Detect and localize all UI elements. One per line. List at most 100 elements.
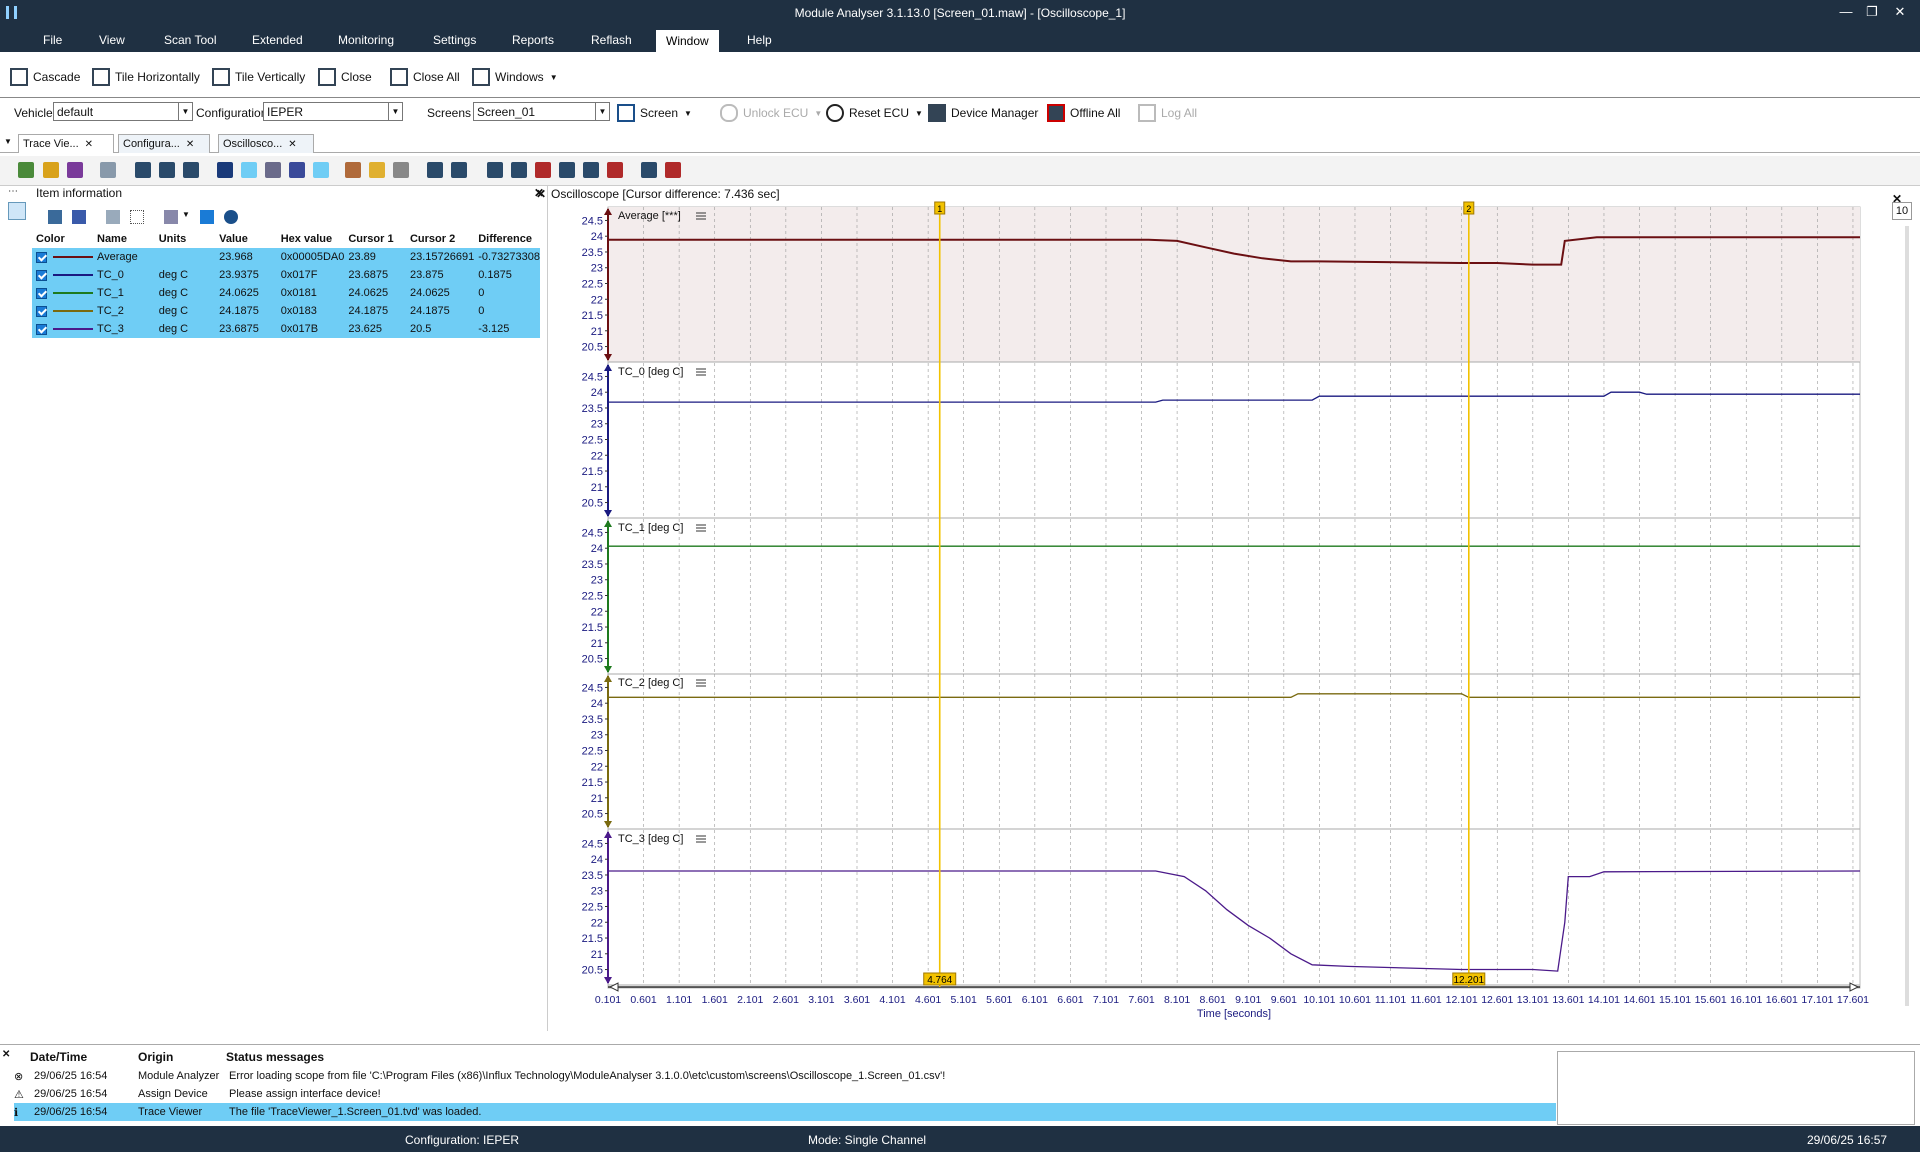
menu-file[interactable]: File [43,33,63,47]
series-line[interactable] [608,693,1860,698]
status-row[interactable]: ⚠ 29/06/25 16:54 Assign Device Please assig… [14,1085,1556,1103]
menu-reflash[interactable]: Reflash [591,33,632,47]
tab-oscilloscope[interactable]: Oscillosco... ✕ [218,134,314,153]
print-icon[interactable] [100,162,116,178]
select-all-icon[interactable] [106,210,120,224]
menu-settings[interactable]: Settings [433,33,477,47]
edit-icon[interactable] [48,210,62,224]
zoom-horizontal-icon[interactable] [487,162,503,178]
stop-icon[interactable] [393,162,409,178]
close-tab-icon[interactable]: ✕ [84,139,94,150]
color-icon[interactable] [164,210,178,224]
chart-icon[interactable] [135,162,151,178]
table-row[interactable]: TC_2 deg C 24.1875 0x0183 24.1875 24.1875 0 [32,302,540,320]
windows-button[interactable]: Windows ▼ [472,66,558,88]
status-row[interactable]: ℹ 29/06/25 16:54 Trace Viewer The file 'Tra… [14,1103,1556,1121]
close-button[interactable]: Close [318,66,372,88]
cascade-button[interactable]: Cascade [10,66,80,88]
x-axis-right-arrow-icon[interactable] [1849,982,1860,992]
menu-view[interactable]: View [99,33,125,47]
row-checkbox[interactable] [36,323,47,335]
zoom-in-icon[interactable] [511,162,527,178]
measure-icon[interactable] [313,162,329,178]
offline-all-button[interactable]: Offline All [1047,102,1120,124]
close-tab-icon[interactable]: ✕ [288,139,297,150]
series-settings-icon[interactable] [696,835,706,843]
screen-button[interactable]: Screen ▼ [617,102,692,124]
tab-menu-icon[interactable]: ▼ [4,137,12,146]
zoom-vertical-icon[interactable] [559,162,575,178]
close-all-button[interactable]: Close All [390,66,460,88]
series-line[interactable] [608,236,1860,266]
row-checkbox[interactable] [36,287,47,299]
status-row[interactable]: ⊗ 29/06/25 16:54 Module Analyzer Error load… [14,1067,1556,1085]
series-settings-icon[interactable] [696,368,706,376]
zoom-out-icon[interactable] [535,162,551,178]
reset-ecu-button[interactable]: Reset ECU ▼ [826,102,923,124]
dropdown-arrow-icon[interactable]: ▼ [182,210,190,219]
zoom-reset-icon[interactable] [607,162,623,178]
move-icon[interactable] [345,162,361,178]
x-axis-left-arrow-icon[interactable] [608,982,619,992]
table-row[interactable]: TC_3 deg C 23.6875 0x017B 23.625 20.5 -3.125 [32,320,540,338]
layers-icon[interactable] [72,210,86,224]
tile-horizontally-button[interactable]: Tile Horizontally [92,66,200,88]
open-folder-icon[interactable] [43,162,59,178]
vehicle-select[interactable]: default ▼ [53,102,193,121]
series-settings-icon[interactable] [696,679,706,687]
vertical-scrollbar[interactable] [1905,226,1909,1006]
menu-reports[interactable]: Reports [512,33,555,47]
info-icon[interactable] [224,210,238,224]
log-all-button[interactable]: Log All [1138,102,1197,124]
row-checkbox[interactable] [36,305,47,317]
table-row[interactable]: Average 23.968 0x00005DA0 23.89 23.15726691-… [32,248,540,266]
cursor-remove-icon[interactable] [665,162,681,178]
restore-icon[interactable]: ❐ [1866,4,1878,19]
close-pane-icon[interactable]: ✕ [534,186,545,200]
cursor-handle[interactable] [934,201,946,215]
cursor-handle[interactable] [1463,201,1475,215]
find-icon[interactable] [200,210,214,224]
menu-extended[interactable]: Extended [252,33,303,47]
unlock-ecu-button[interactable]: Unlock ECU ▼ [720,102,822,124]
scope-mode-icon[interactable] [241,162,257,178]
tab-trace-viewer[interactable]: Trace Vie... ✕ [18,134,114,153]
tile-vertically-button[interactable]: Tile Vertically [212,66,305,88]
fit-icon[interactable] [427,162,443,178]
menu-help[interactable]: Help [747,33,772,47]
zoom-area-icon[interactable] [583,162,599,178]
series-settings-icon[interactable] [696,524,706,532]
zoom-level-field[interactable]: 10 [1892,202,1912,220]
settings-icon[interactable] [18,162,34,178]
chart-zoom-icon[interactable] [159,162,175,178]
zoom-fit-icon[interactable] [451,162,467,178]
close-scope-icon[interactable]: ✕ [536,187,547,201]
menu-monitoring[interactable]: Monitoring [338,33,395,47]
series-line[interactable] [608,870,1861,972]
grid-icon[interactable] [369,162,385,178]
device-manager-button[interactable]: Device Manager [928,102,1038,124]
screens-select[interactable]: Screen_01 ▼ [473,102,610,121]
menu-window[interactable]: Window [656,30,719,52]
axis-icon[interactable] [183,162,199,178]
row-checkbox[interactable] [36,251,47,263]
close-tab-icon[interactable]: ✕ [185,139,195,150]
menu-scan-tool[interactable]: Scan Tool [164,33,217,47]
close-right-icon[interactable]: ✕ [1892,192,1903,206]
cursor-add-icon[interactable] [641,162,657,178]
minimize-icon[interactable]: — [1839,4,1853,19]
channels-icon[interactable] [265,162,281,178]
series-settings-icon[interactable] [696,212,706,220]
tab-configuration[interactable]: Configura... ✕ [118,134,210,153]
deselect-icon[interactable] [130,210,144,224]
close-window-icon[interactable]: ✕ [1894,4,1906,19]
markers-icon[interactable] [289,162,305,178]
table-row[interactable]: TC_0 deg C 23.9375 0x017F 23.6875 23.875 0.187… [32,266,540,284]
cursor-icon[interactable] [217,162,233,178]
series-line[interactable] [608,391,1860,403]
row-checkbox[interactable] [36,269,47,281]
wave-icon[interactable] [8,202,26,220]
configuration-select[interactable]: IEPER ▼ [263,102,403,121]
close-status-icon[interactable]: ✕ [2,1049,11,1060]
